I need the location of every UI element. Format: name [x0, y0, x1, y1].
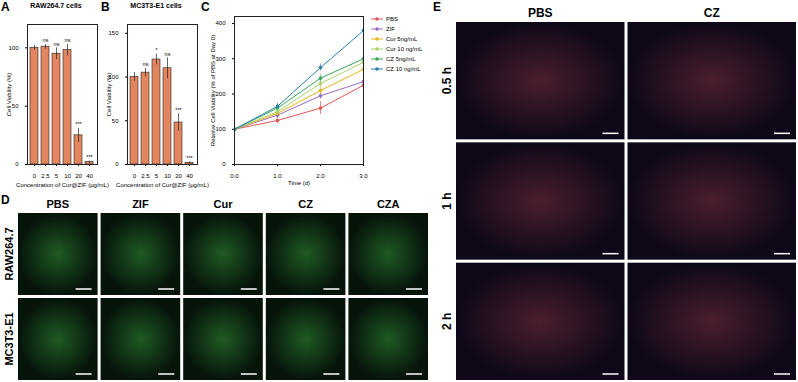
svg-text:0: 0: [15, 161, 19, 167]
svg-text:*: *: [155, 47, 158, 53]
html-text:Cur 10 ng/mL: Cur 10 ng/mL: [386, 46, 423, 52]
svg-text:***: ***: [75, 121, 82, 127]
svg-text:Concentration of Cur@ZIF (μg/m: Concentration of Cur@ZIF (μg/mL): [116, 182, 209, 188]
svg-text:PBS: PBS: [46, 198, 69, 210]
html-text:RAW264.7 cells: RAW264.7 cells: [30, 2, 82, 9]
html-text:ZIF: ZIF: [386, 26, 395, 32]
html-text:B: B: [101, 0, 110, 14]
svg-text:40: 40: [86, 173, 93, 179]
svg-text:10: 10: [164, 173, 171, 179]
html-text:Cur 5ng/mL: Cur 5ng/mL: [386, 36, 418, 42]
svg-text:3.0: 3.0: [359, 173, 368, 179]
svg-text:10: 10: [64, 173, 71, 179]
html-text:CZ 10 ng/mL: CZ 10 ng/mL: [386, 66, 421, 72]
svg-text:100: 100: [215, 126, 226, 132]
svg-text:CZ: CZ: [298, 198, 313, 210]
html-text:PBS: PBS: [386, 16, 398, 22]
svg-text:40: 40: [186, 173, 193, 179]
svg-text:50: 50: [112, 118, 119, 124]
svg-text:0: 0: [133, 173, 137, 179]
html-text:A: A: [1, 0, 10, 14]
svg-text:1 h: 1 h: [440, 192, 454, 209]
svg-text:ns: ns: [43, 37, 49, 43]
html-text:C: C: [201, 0, 210, 14]
svg-text:CZ: CZ: [704, 6, 720, 20]
html-text:D: D: [1, 193, 10, 207]
svg-text:Cur: Cur: [214, 198, 234, 210]
svg-text:Relative Cell Viability (% of: Relative Cell Viability (% of PBS at Day…: [210, 35, 216, 146]
svg-text:100: 100: [8, 45, 19, 51]
svg-text:400: 400: [215, 20, 226, 26]
svg-text:0.0: 0.0: [230, 173, 239, 179]
html-text:E: E: [433, 0, 441, 14]
svg-text:1.0: 1.0: [273, 173, 282, 179]
svg-text:2 h: 2 h: [440, 313, 454, 330]
svg-text:20: 20: [175, 173, 182, 179]
svg-text:2.0: 2.0: [316, 173, 325, 179]
svg-text:150: 150: [108, 30, 119, 36]
svg-text:5: 5: [55, 173, 59, 179]
svg-text:0: 0: [33, 173, 37, 179]
svg-text:5: 5: [155, 173, 159, 179]
svg-text:0.5 h: 0.5 h: [440, 67, 454, 94]
svg-text:100: 100: [108, 73, 119, 80]
svg-text:300: 300: [215, 56, 226, 62]
svg-text:ns: ns: [165, 51, 171, 57]
svg-text:Time (d): Time (d): [288, 180, 310, 186]
svg-text:CZA: CZA: [377, 198, 400, 210]
svg-text:***: ***: [186, 155, 193, 161]
svg-text:MC3T3-E1: MC3T3-E1: [3, 312, 15, 365]
svg-text:ns: ns: [65, 37, 71, 43]
svg-text:20: 20: [75, 173, 82, 179]
svg-text:0: 0: [222, 161, 226, 167]
svg-text:RAW264.7: RAW264.7: [3, 227, 15, 280]
svg-text:ns: ns: [143, 61, 149, 67]
svg-text:Concentration of Cur@ZIF (μg/m: Concentration of Cur@ZIF (μg/mL): [16, 182, 109, 188]
svg-text:ns: ns: [54, 41, 60, 47]
html-text:MC3T3-E1 cells: MC3T3-E1 cells: [130, 2, 182, 9]
svg-text:***: ***: [86, 154, 93, 160]
svg-text:Cell Viability (%): Cell Viability (%): [106, 73, 112, 117]
html-text:CZ 5ng/mL: CZ 5ng/mL: [386, 56, 416, 62]
svg-text:PBS: PBS: [528, 6, 553, 20]
svg-text:***: ***: [175, 107, 182, 113]
svg-text:Cell Viability (%): Cell Viability (%): [6, 73, 12, 117]
svg-text:50: 50: [12, 103, 19, 109]
svg-text:200: 200: [215, 91, 226, 97]
svg-text:2.5: 2.5: [41, 173, 50, 179]
svg-text:ZIF: ZIF: [132, 198, 149, 210]
svg-text:0: 0: [115, 161, 119, 167]
svg-text:2.5: 2.5: [141, 173, 150, 179]
